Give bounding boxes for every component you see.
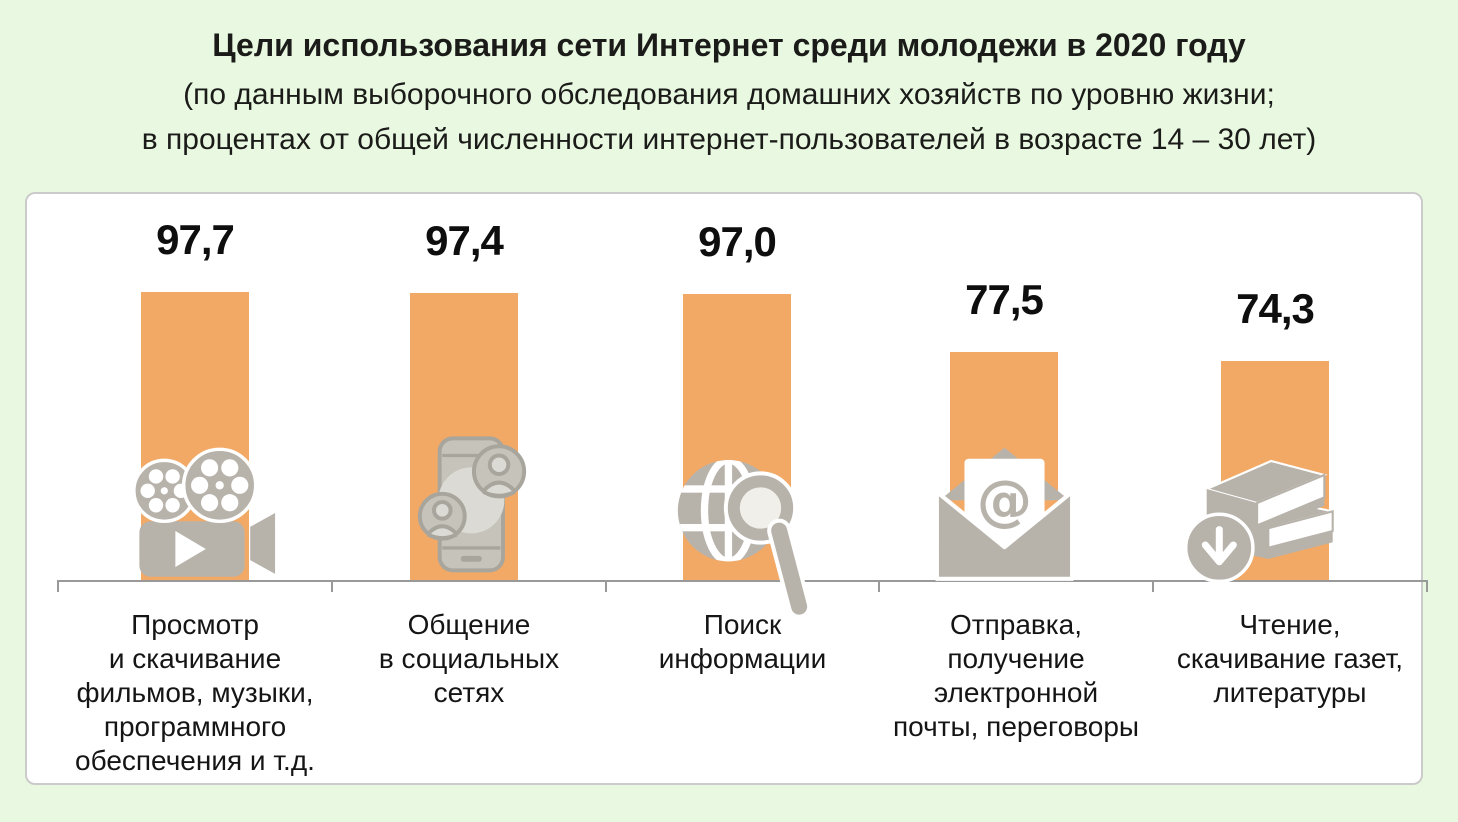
bar-value-label: 97,0: [698, 218, 777, 265]
page-subtitle-line2: в процентах от общей численности интерне…: [141, 123, 1317, 156]
x-axis-tick: [57, 580, 59, 592]
bar-value-label: 97,4: [425, 217, 504, 264]
books-download-icon: [1180, 447, 1365, 587]
x-axis-tick: [878, 580, 880, 592]
x-axis-tick: [331, 580, 333, 592]
x-axis-tick: [1152, 580, 1154, 592]
chart-panel: 97,7 Просмотр и скачивание фильмов, музык…: [25, 192, 1428, 785]
bar-value-label: 74,3: [1236, 285, 1315, 332]
email-at-envelope-icon: [927, 445, 1082, 583]
page-subtitle-line1: (по данным выборочного обследования дома…: [183, 78, 1275, 111]
film-projector-icon: [120, 442, 300, 584]
chart-header: Цели использования сети Интернет среди м…: [0, 26, 1458, 162]
category-label: Просмотр и скачивание фильмов, музыки, п…: [75, 609, 315, 776]
bar-value-label: 77,5: [965, 276, 1044, 323]
page-title: Цели использования сети Интернет среди м…: [212, 27, 1246, 63]
category-label: Отправка, получение электронной почты, п…: [892, 609, 1140, 742]
x-axis-tick: [605, 580, 607, 592]
x-axis-tick: [1426, 580, 1428, 592]
bar-value-label: 97,7: [156, 216, 235, 263]
smartphone-social-chat-icon: [404, 431, 536, 583]
globe-search-icon: [664, 444, 829, 624]
category-label: Чтение, скачивание газет, литературы: [1176, 609, 1404, 708]
category-label: Поиск информации: [658, 609, 827, 674]
category-label: Общение в социальных сетях: [378, 609, 560, 708]
x-axis-line: [58, 580, 1427, 582]
